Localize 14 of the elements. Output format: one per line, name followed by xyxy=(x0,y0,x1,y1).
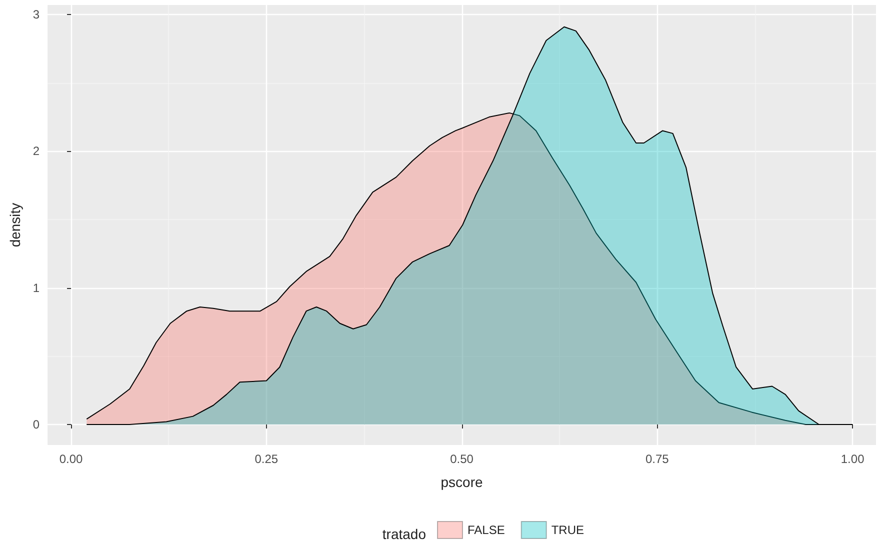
legend-title: tratado xyxy=(382,526,426,542)
y-tick-label: 2 xyxy=(32,144,40,158)
legend-label: FALSE xyxy=(468,523,505,537)
y-tick-label: 0 xyxy=(32,418,40,432)
y-axis-title: density xyxy=(7,202,23,248)
x-tick-label: 0.25 xyxy=(254,452,278,466)
y-tick-label: 3 xyxy=(32,8,40,22)
x-tick-label: 0.75 xyxy=(645,452,670,466)
legend-label: TRUE xyxy=(551,523,584,537)
x-tick-label: 0.00 xyxy=(59,452,84,466)
x-tick-label: 0.50 xyxy=(450,452,474,466)
x-tick-label: 1.00 xyxy=(840,452,865,466)
y-tick-label: 1 xyxy=(32,280,40,295)
x-axis-title: pscore xyxy=(440,474,484,490)
